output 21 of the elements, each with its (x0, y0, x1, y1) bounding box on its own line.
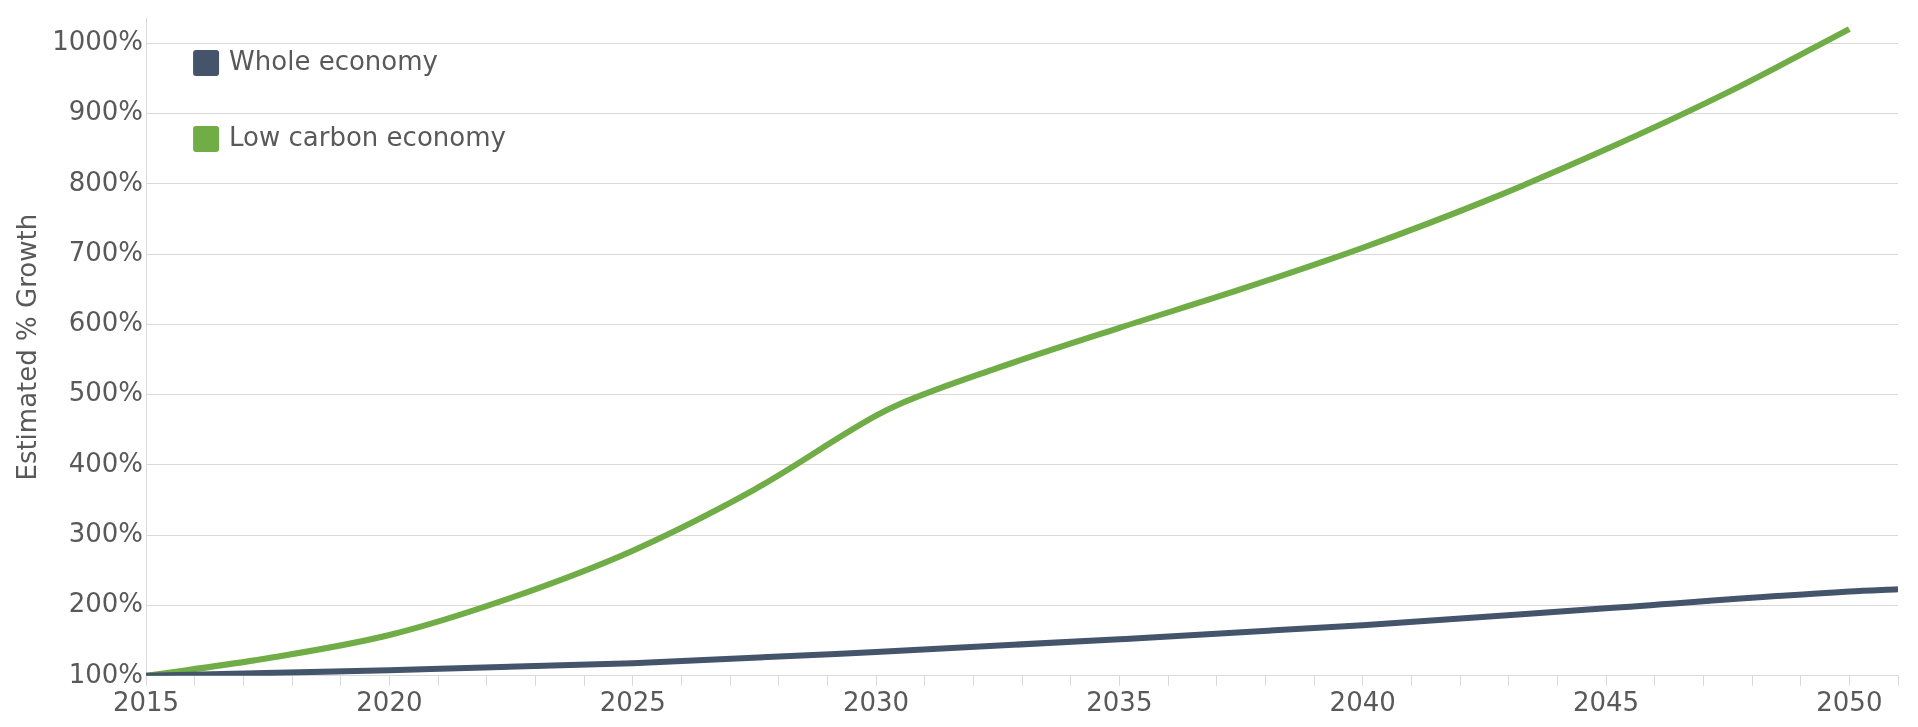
y-tick-label: 300% (68, 517, 144, 548)
x-tick-label: 2030 (842, 687, 910, 718)
x-tick-label: 2025 (599, 687, 666, 718)
y-tick-label: 200% (68, 588, 144, 619)
x-tick-label: 2020 (356, 687, 423, 718)
x-tick-label: 2050 (1816, 687, 1883, 718)
y-tick-label: 400% (68, 447, 144, 478)
x-tick-label: 2040 (1329, 687, 1396, 718)
y-tick-label: 900% (68, 96, 144, 127)
y-tick-label: 800% (68, 166, 144, 197)
y-axis-title: Estimated % Growth (12, 213, 43, 481)
y-tick-label: 100% (68, 658, 144, 689)
y-tick-label: 600% (68, 307, 144, 338)
x-tick-label: 2015 (112, 687, 180, 718)
x-tick-label: 2035 (1086, 687, 1153, 718)
legend-label: Whole economy (229, 45, 438, 76)
y-tick-label: 1000% (52, 25, 144, 56)
y-tick-label: 700% (68, 236, 144, 267)
x-tick-label: 2045 (1572, 687, 1640, 718)
y-tick-label: 500% (68, 377, 144, 408)
legend-label: Low carbon economy (229, 121, 506, 152)
